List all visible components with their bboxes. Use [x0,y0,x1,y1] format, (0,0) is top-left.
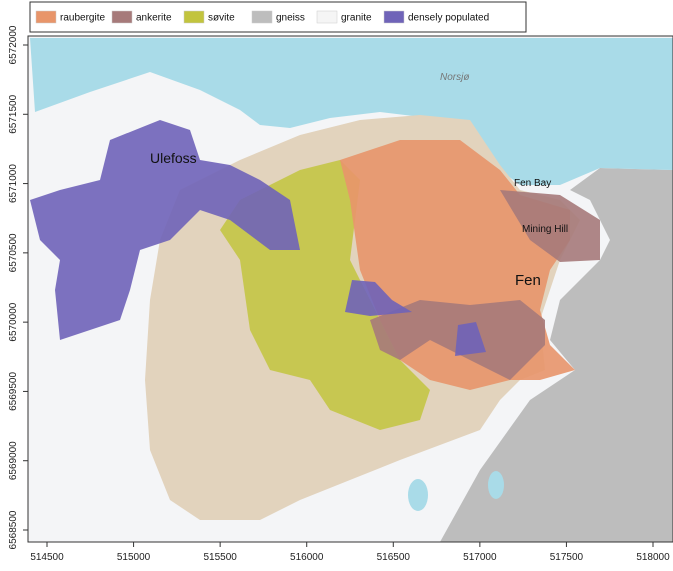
legend-label: densely populated [408,13,489,24]
y-tick-label: 6571000 [8,164,19,203]
y-tick-label: 6571500 [8,94,19,133]
legend-swatch [111,10,133,24]
x-tick-label: 517500 [550,552,584,563]
legend-label: ankerite [136,13,172,24]
map-frame [27,35,673,543]
x-tick-label: 518000 [636,552,670,563]
populated-area [345,280,412,316]
legend: raubergite ankerite søvite gneiss granite den… [35,10,489,24]
legend-swatch [251,10,273,24]
legend-label: søvite [208,13,235,24]
y-tick-label: 6569500 [8,372,19,411]
y-tick-label: 6572000 [8,25,19,64]
x-tick-label: 517000 [463,552,497,563]
legend-swatch [183,10,205,24]
populated-area [30,120,300,340]
legend-label: granite [341,13,372,24]
x-tick-label: 515500 [203,552,237,563]
x-tick-label: 516500 [377,552,411,563]
place-label: Fen Bay [514,178,551,189]
y-tick-label: 6570500 [8,233,19,272]
legend-label: raubergite [60,13,105,24]
pond [488,471,504,499]
axes: 514500 515000 515500 516000 516500 517000 5175… [8,25,670,563]
y-tick-label: 6569000 [8,441,19,480]
y-tick-label: 6568500 [8,510,19,549]
x-tick-label: 514500 [30,552,64,563]
place-label: Norsjø [440,72,469,83]
place-label: Mining Hill [522,224,568,235]
pond [408,479,428,511]
lake [30,38,673,185]
populated-area [455,322,486,356]
legend-swatch [35,10,57,24]
x-tick-label: 515000 [117,552,151,563]
x-tick-label: 516000 [290,552,324,563]
y-tick-label: 6570000 [8,302,19,341]
legend-swatch [383,10,405,24]
legend-label: gneiss [276,13,305,24]
gneiss-area [440,168,673,542]
ankerite-area [500,190,600,262]
place-label: Ulefoss [150,150,197,166]
place-label: Fen [515,272,541,289]
legend-swatch [316,10,338,24]
